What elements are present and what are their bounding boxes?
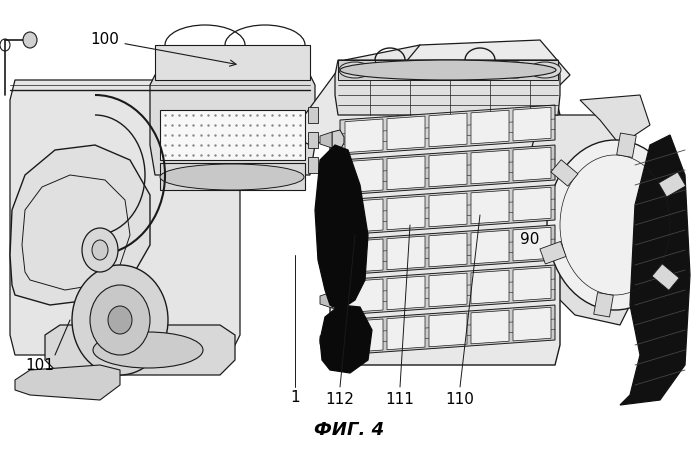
Polygon shape xyxy=(429,313,467,347)
Text: ФИГ. 4: ФИГ. 4 xyxy=(315,421,384,439)
Polygon shape xyxy=(593,293,613,317)
Polygon shape xyxy=(308,132,318,148)
Polygon shape xyxy=(471,230,509,264)
Text: 90: 90 xyxy=(520,233,540,248)
Text: 1: 1 xyxy=(290,389,300,404)
Polygon shape xyxy=(345,159,383,192)
Polygon shape xyxy=(15,365,120,400)
Polygon shape xyxy=(308,107,318,123)
Polygon shape xyxy=(551,160,578,186)
Polygon shape xyxy=(345,239,383,273)
Polygon shape xyxy=(620,135,690,405)
Polygon shape xyxy=(10,145,150,305)
Polygon shape xyxy=(320,252,332,268)
Polygon shape xyxy=(338,60,558,80)
Polygon shape xyxy=(320,212,332,228)
Ellipse shape xyxy=(93,332,203,368)
Polygon shape xyxy=(340,185,555,235)
Polygon shape xyxy=(370,40,570,125)
Polygon shape xyxy=(160,163,305,190)
Polygon shape xyxy=(340,305,555,355)
Polygon shape xyxy=(513,228,551,261)
Polygon shape xyxy=(580,95,650,145)
Polygon shape xyxy=(332,170,344,190)
Text: 101: 101 xyxy=(26,358,55,373)
Text: 110: 110 xyxy=(445,393,475,408)
Ellipse shape xyxy=(23,32,37,48)
Polygon shape xyxy=(429,193,467,227)
Polygon shape xyxy=(320,292,332,308)
Text: 111: 111 xyxy=(386,393,415,408)
Polygon shape xyxy=(387,236,425,270)
Polygon shape xyxy=(387,276,425,310)
Polygon shape xyxy=(617,133,636,157)
Polygon shape xyxy=(308,157,318,173)
Polygon shape xyxy=(429,113,467,147)
Polygon shape xyxy=(320,172,332,188)
Polygon shape xyxy=(540,242,566,264)
Ellipse shape xyxy=(92,240,108,260)
Ellipse shape xyxy=(339,62,371,78)
Polygon shape xyxy=(160,110,305,160)
Ellipse shape xyxy=(499,62,531,78)
Polygon shape xyxy=(513,307,551,341)
Ellipse shape xyxy=(379,62,411,78)
Polygon shape xyxy=(345,279,383,313)
Polygon shape xyxy=(332,130,344,150)
Ellipse shape xyxy=(340,60,556,80)
Polygon shape xyxy=(471,110,509,144)
Polygon shape xyxy=(340,105,555,155)
Polygon shape xyxy=(150,75,315,175)
Polygon shape xyxy=(513,267,551,301)
Ellipse shape xyxy=(82,228,118,272)
Polygon shape xyxy=(530,115,620,180)
Polygon shape xyxy=(345,319,383,353)
Polygon shape xyxy=(513,187,551,221)
Polygon shape xyxy=(471,270,509,304)
Polygon shape xyxy=(332,330,344,350)
Polygon shape xyxy=(335,60,560,115)
Polygon shape xyxy=(45,325,235,375)
Ellipse shape xyxy=(459,62,491,78)
Polygon shape xyxy=(290,45,435,145)
Ellipse shape xyxy=(419,62,451,78)
Polygon shape xyxy=(652,264,679,290)
Polygon shape xyxy=(387,116,425,150)
Polygon shape xyxy=(555,125,635,325)
Polygon shape xyxy=(387,196,425,230)
Polygon shape xyxy=(513,107,551,141)
Polygon shape xyxy=(155,45,310,80)
Polygon shape xyxy=(332,290,344,310)
Ellipse shape xyxy=(108,306,132,334)
Polygon shape xyxy=(340,265,555,315)
Polygon shape xyxy=(471,150,509,184)
Polygon shape xyxy=(471,190,509,224)
Ellipse shape xyxy=(72,265,168,375)
Polygon shape xyxy=(332,210,344,230)
Polygon shape xyxy=(320,332,332,348)
Ellipse shape xyxy=(547,140,683,310)
Ellipse shape xyxy=(529,62,561,78)
Polygon shape xyxy=(320,132,332,148)
Ellipse shape xyxy=(160,164,304,190)
Polygon shape xyxy=(387,156,425,190)
Ellipse shape xyxy=(90,285,150,355)
Text: 100: 100 xyxy=(91,32,236,66)
Polygon shape xyxy=(429,153,467,187)
Polygon shape xyxy=(330,95,560,365)
Text: 112: 112 xyxy=(326,393,354,408)
Polygon shape xyxy=(513,147,551,181)
Polygon shape xyxy=(340,225,555,275)
Polygon shape xyxy=(658,172,686,197)
Polygon shape xyxy=(340,145,555,195)
Polygon shape xyxy=(345,199,383,233)
Polygon shape xyxy=(345,119,383,152)
Polygon shape xyxy=(387,316,425,350)
Polygon shape xyxy=(332,250,344,270)
Polygon shape xyxy=(10,80,240,355)
Polygon shape xyxy=(315,145,368,310)
Polygon shape xyxy=(320,305,372,373)
Polygon shape xyxy=(429,273,467,307)
Polygon shape xyxy=(429,233,467,267)
